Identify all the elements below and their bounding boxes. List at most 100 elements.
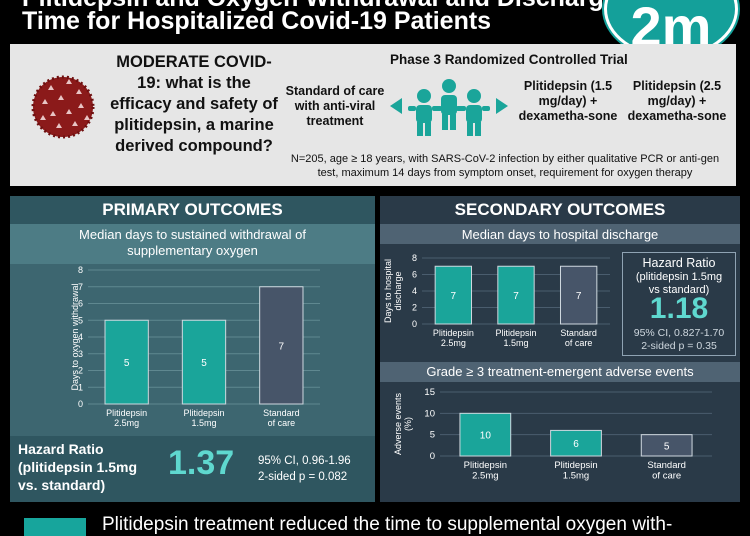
ae-chart-y-axis-label-line: Adverse events bbox=[393, 392, 403, 455]
ae-heading-band bbox=[380, 362, 740, 382]
primary-chart-category-label-line-2: 2.5mg bbox=[114, 418, 139, 428]
primary-chart-category-label-line-2: of care bbox=[268, 418, 296, 428]
discharge-chart-y-tick-label: 6 bbox=[412, 270, 417, 280]
title-line-2: Time for Hospitalized Covid-19 Patients bbox=[22, 7, 492, 35]
discharge-chart-category-label: Standard bbox=[560, 328, 597, 338]
primary-p-value: 2-sided p = 0.082 bbox=[258, 471, 348, 483]
ae-chart-category-label: Standard bbox=[647, 460, 686, 471]
primary-chart-y-tick-label: 5 bbox=[78, 315, 83, 325]
discharge-chart-y-tick-label: 4 bbox=[412, 286, 417, 296]
primary-chart-bar-value-label: 5 bbox=[201, 358, 207, 369]
discharge-chart-y-tick-label: 2 bbox=[412, 303, 417, 313]
secondary-hazard-line-1: Hazard Ratio bbox=[642, 256, 716, 270]
primary-subheading: Median days to sustained withdrawal of s… bbox=[79, 227, 306, 258]
ae-chart-category-label-line-2: 1.5mg bbox=[563, 471, 589, 482]
primary-chart-category-label: Plitidepsin bbox=[106, 408, 147, 418]
primary-heading: PRIMARY OUTCOMES bbox=[102, 200, 283, 219]
header: Plitidepsin and Oxygen Withdrawal and Di… bbox=[0, 0, 750, 58]
ae-chart-y-tick-label: 10 bbox=[424, 408, 435, 419]
primary-chart-bar bbox=[181, 319, 227, 405]
conclusion-icon bbox=[24, 518, 86, 536]
primary-heading-band bbox=[10, 196, 375, 224]
research-question: MODERATE COVID-19: what is the efficacy … bbox=[110, 53, 278, 155]
secondary-hazard-line-2: (plitidepsin 1.5mg bbox=[635, 271, 723, 283]
primary-chart-bar bbox=[104, 319, 149, 405]
primary-hazard-line-3: vs. standard) bbox=[18, 477, 106, 493]
trial-title: Phase 3 Randomized Controlled Trial bbox=[390, 52, 628, 67]
discharge-chart-bar bbox=[434, 265, 473, 325]
ae-chart-category-label: Plitidepsin bbox=[554, 460, 597, 471]
discharge-chart-bar-value-label: 7 bbox=[576, 291, 582, 302]
secondary-hazard-value: 1.18 bbox=[649, 292, 709, 325]
ae-chart-bar bbox=[640, 434, 693, 457]
discharge-chart-y-tick-label: 8 bbox=[412, 253, 417, 263]
secondary-outcomes-panel: SECONDARY OUTCOMES Median days to hospit… bbox=[380, 196, 740, 502]
primary-chart-bar-value-label: 5 bbox=[124, 358, 130, 369]
ae-chart-bar-value-label: 10 bbox=[480, 431, 492, 442]
discharge-chart-bar bbox=[559, 265, 598, 325]
secondary-hazard-label: Hazard Ratio (plitidepsin 1.5mg vs stand… bbox=[622, 256, 736, 297]
primary-hazard-label: Hazard Ratio (plitidepsin 1.5mg vs. stan… bbox=[18, 440, 168, 494]
participants-icon bbox=[390, 79, 508, 136]
discharge-chart-bar-value-label: 7 bbox=[451, 291, 457, 302]
title-line-1: Plitidepsin and Oxygen Withdrawal and Di… bbox=[22, 0, 618, 12]
ae-chart-bar-value-label: 6 bbox=[573, 439, 579, 450]
secondary-ci: 95% CI, 0.827-1.70 bbox=[633, 327, 725, 339]
ae-chart-category-label-line-2: 2.5mg bbox=[472, 471, 498, 482]
primary-hazard-line-1: Hazard Ratio bbox=[18, 441, 104, 457]
discharge-heading-band bbox=[380, 224, 740, 244]
ae-chart-y-axis-label-line: (%) bbox=[403, 417, 413, 431]
primary-subheading-band bbox=[10, 224, 375, 264]
primary-chart-y-tick-label: 6 bbox=[78, 299, 83, 309]
conclusion-bar: Plitidepsin treatment reduced the time t… bbox=[10, 508, 740, 536]
discharge-chart-bar bbox=[497, 265, 535, 325]
primary-chart-bar bbox=[259, 286, 304, 405]
primary-chart-y-axis-label: Days to oxygen withdrawal bbox=[70, 283, 80, 390]
arm-plitidepsin-2-5: Plitidepsin (2.5 mg/day) + dexametha-son… bbox=[627, 79, 727, 123]
discharge-chart: 0 2 4 6 8 Days to hospitaldischarge 7 Plitideps… bbox=[383, 253, 610, 348]
discharge-chart-category-label-line-2: of care bbox=[565, 338, 593, 348]
ae-chart-bar bbox=[550, 429, 602, 457]
intro-panel: MODERATE COVID-19: what is the efficacy … bbox=[10, 44, 736, 186]
primary-chart-category-label: Standard bbox=[263, 408, 300, 418]
arm-standard-of-care: Standard of care with anti-viral treatme… bbox=[285, 84, 385, 128]
primary-chart-category-label-line-2: 1.5mg bbox=[191, 418, 216, 428]
primary-hazard-band bbox=[10, 436, 375, 502]
secondary-p-value: 2-sided p = 0.35 bbox=[641, 340, 717, 352]
discharge-chart-category-label: Plitidepsin bbox=[495, 328, 536, 338]
primary-chart-y-tick-label: 1 bbox=[78, 382, 83, 392]
discharge-chart-category-label-line-2: 1.5mg bbox=[503, 338, 528, 348]
discharge-chart-y-axis-label: Days to hospitaldischarge bbox=[383, 259, 403, 323]
arm-plitidepsin-1-5: Plitidepsin (1.5 mg/day) + dexametha-son… bbox=[518, 79, 618, 123]
ae-chart-y-tick-label: 15 bbox=[424, 387, 435, 398]
virus-icon bbox=[31, 75, 95, 139]
discharge-chart-y-tick-label: 0 bbox=[412, 319, 417, 329]
primary-chart-y-tick-label: 4 bbox=[78, 332, 83, 342]
discharge-chart-y-axis-label-line: discharge bbox=[393, 271, 403, 310]
ae-chart-bar bbox=[459, 412, 512, 457]
primary-chart-y-tick-label: 2 bbox=[78, 366, 83, 376]
discharge-chart-y-axis-label-line: Days to hospital bbox=[383, 259, 393, 323]
ae-heading: Grade ≥ 3 treatment-emergent adverse eve… bbox=[426, 364, 694, 379]
primary-hazard-line-2: (plitidepsin 1.5mg bbox=[18, 459, 138, 475]
ae-chart-y-axis-label: Adverse events(%) bbox=[393, 392, 413, 455]
trial-description: N=205, age ≥ 18 years, with SARS-CoV-2 i… bbox=[290, 153, 720, 179]
ae-chart-y-tick-label: 0 bbox=[430, 451, 435, 462]
discharge-heading: Median days to hospital discharge bbox=[461, 227, 659, 242]
primary-hazard-value: 1.37 bbox=[168, 444, 235, 482]
secondary-hazard-box bbox=[622, 252, 736, 356]
ae-chart-category-label: Plitidepsin bbox=[464, 460, 507, 471]
secondary-hazard-line-3: vs standard) bbox=[648, 284, 710, 296]
primary-ci: 95% CI, 0.96-1.96 bbox=[258, 455, 351, 467]
ae-chart-y-tick-label: 5 bbox=[430, 430, 435, 441]
discharge-chart-category-label-line-2: 2.5mg bbox=[441, 338, 466, 348]
primary-chart-y-tick-label: 3 bbox=[78, 349, 83, 359]
primary-chart-bar-value-label: 7 bbox=[279, 341, 285, 352]
ae-chart-bar-value-label: 5 bbox=[664, 441, 670, 452]
discharge-chart-bar-value-label: 7 bbox=[513, 291, 519, 302]
discharge-chart-category-label: Plitidepsin bbox=[433, 328, 474, 338]
primary-chart-y-tick-label: 8 bbox=[78, 265, 83, 275]
